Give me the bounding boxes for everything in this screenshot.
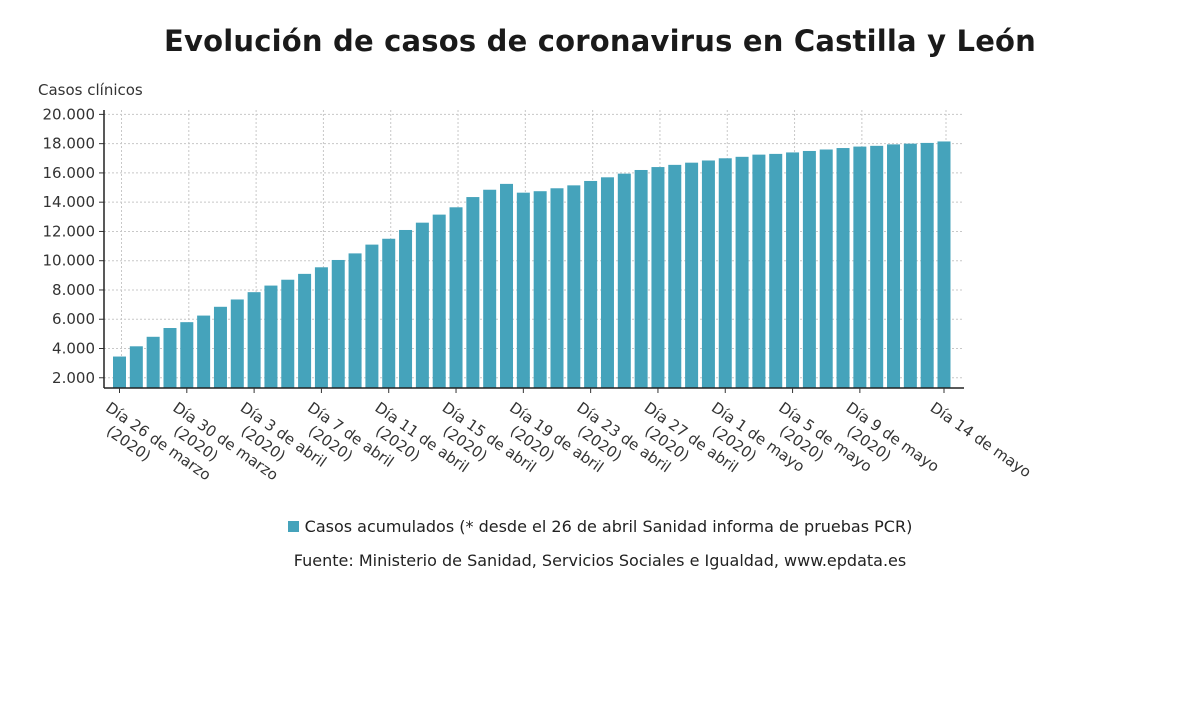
bar xyxy=(348,253,362,388)
y-axis-title: Casos clínicos xyxy=(38,81,143,99)
y-tick-label: 12.000 xyxy=(43,222,96,240)
bar xyxy=(819,149,833,388)
y-tick-label: 10.000 xyxy=(43,252,96,270)
bar xyxy=(668,164,682,388)
bar xyxy=(903,143,917,388)
y-tick-label: 14.000 xyxy=(43,193,96,211)
bar xyxy=(786,152,800,388)
bar xyxy=(887,144,901,388)
bar xyxy=(685,162,699,388)
source-note: Fuente: Ministerio de Sanidad, Servicios… xyxy=(293,551,907,570)
x-tick-label: Día 14 de mayo xyxy=(927,398,1035,481)
bar xyxy=(752,154,766,388)
bar xyxy=(365,244,379,388)
bar xyxy=(550,188,564,388)
bar xyxy=(600,177,614,388)
bar xyxy=(314,267,328,388)
legend: Casos acumulados (* desde el 26 de abril… xyxy=(0,517,1200,536)
bar xyxy=(163,328,177,388)
bar xyxy=(213,306,227,388)
bar xyxy=(836,148,850,388)
bar xyxy=(180,322,194,388)
y-tick-label: 2.000 xyxy=(52,369,95,387)
bar xyxy=(129,346,143,388)
x-axis-ticks: Día 26 de marzo(2020) Día 30 de marzo(202… xyxy=(102,388,1035,484)
bar xyxy=(937,141,951,388)
bar xyxy=(432,214,446,388)
bar xyxy=(634,169,648,388)
bar xyxy=(197,315,211,388)
bar xyxy=(466,197,480,388)
bar xyxy=(146,336,160,388)
bar xyxy=(567,185,581,388)
bar xyxy=(735,156,749,388)
axes xyxy=(103,110,964,389)
bar xyxy=(230,299,244,388)
bar xyxy=(769,153,783,388)
bar xyxy=(920,142,934,388)
bar xyxy=(500,183,514,388)
bar xyxy=(399,229,413,388)
bar xyxy=(617,173,631,388)
bar xyxy=(853,146,867,388)
bars xyxy=(113,141,951,388)
legend-label: Casos acumulados (* desde el 26 de abril… xyxy=(304,517,913,536)
chart-plot: 2.000 4.000 6.000 8.000 10.000 12.000 14.000 16… xyxy=(38,81,1035,484)
y-axis-ticks: 2.000 4.000 6.000 8.000 10.000 12.000 14.000 16… xyxy=(43,105,104,387)
bar xyxy=(718,158,732,388)
bar xyxy=(870,145,884,388)
bar xyxy=(584,180,598,388)
bar xyxy=(701,160,715,388)
bar xyxy=(802,150,816,388)
bar xyxy=(382,238,396,388)
bar xyxy=(415,222,429,388)
y-tick-label: 20.000 xyxy=(43,105,96,123)
bar xyxy=(533,191,547,388)
y-tick-label: 4.000 xyxy=(52,339,95,357)
bar xyxy=(651,167,665,388)
chart-title: Evolución de casos de coronavirus en Cas… xyxy=(163,24,1037,58)
bar xyxy=(516,192,530,388)
bar xyxy=(247,292,261,388)
y-tick-label: 8.000 xyxy=(52,281,95,299)
bar xyxy=(113,356,126,388)
bar xyxy=(483,189,497,388)
bar xyxy=(331,259,345,388)
y-tick-label: 18.000 xyxy=(43,135,96,153)
bar xyxy=(264,285,278,388)
y-tick-label: 16.000 xyxy=(43,164,96,182)
bar xyxy=(281,279,295,388)
y-tick-label: 6.000 xyxy=(52,310,95,328)
bar xyxy=(298,273,312,388)
legend-swatch xyxy=(287,521,299,532)
bar xyxy=(449,207,463,388)
